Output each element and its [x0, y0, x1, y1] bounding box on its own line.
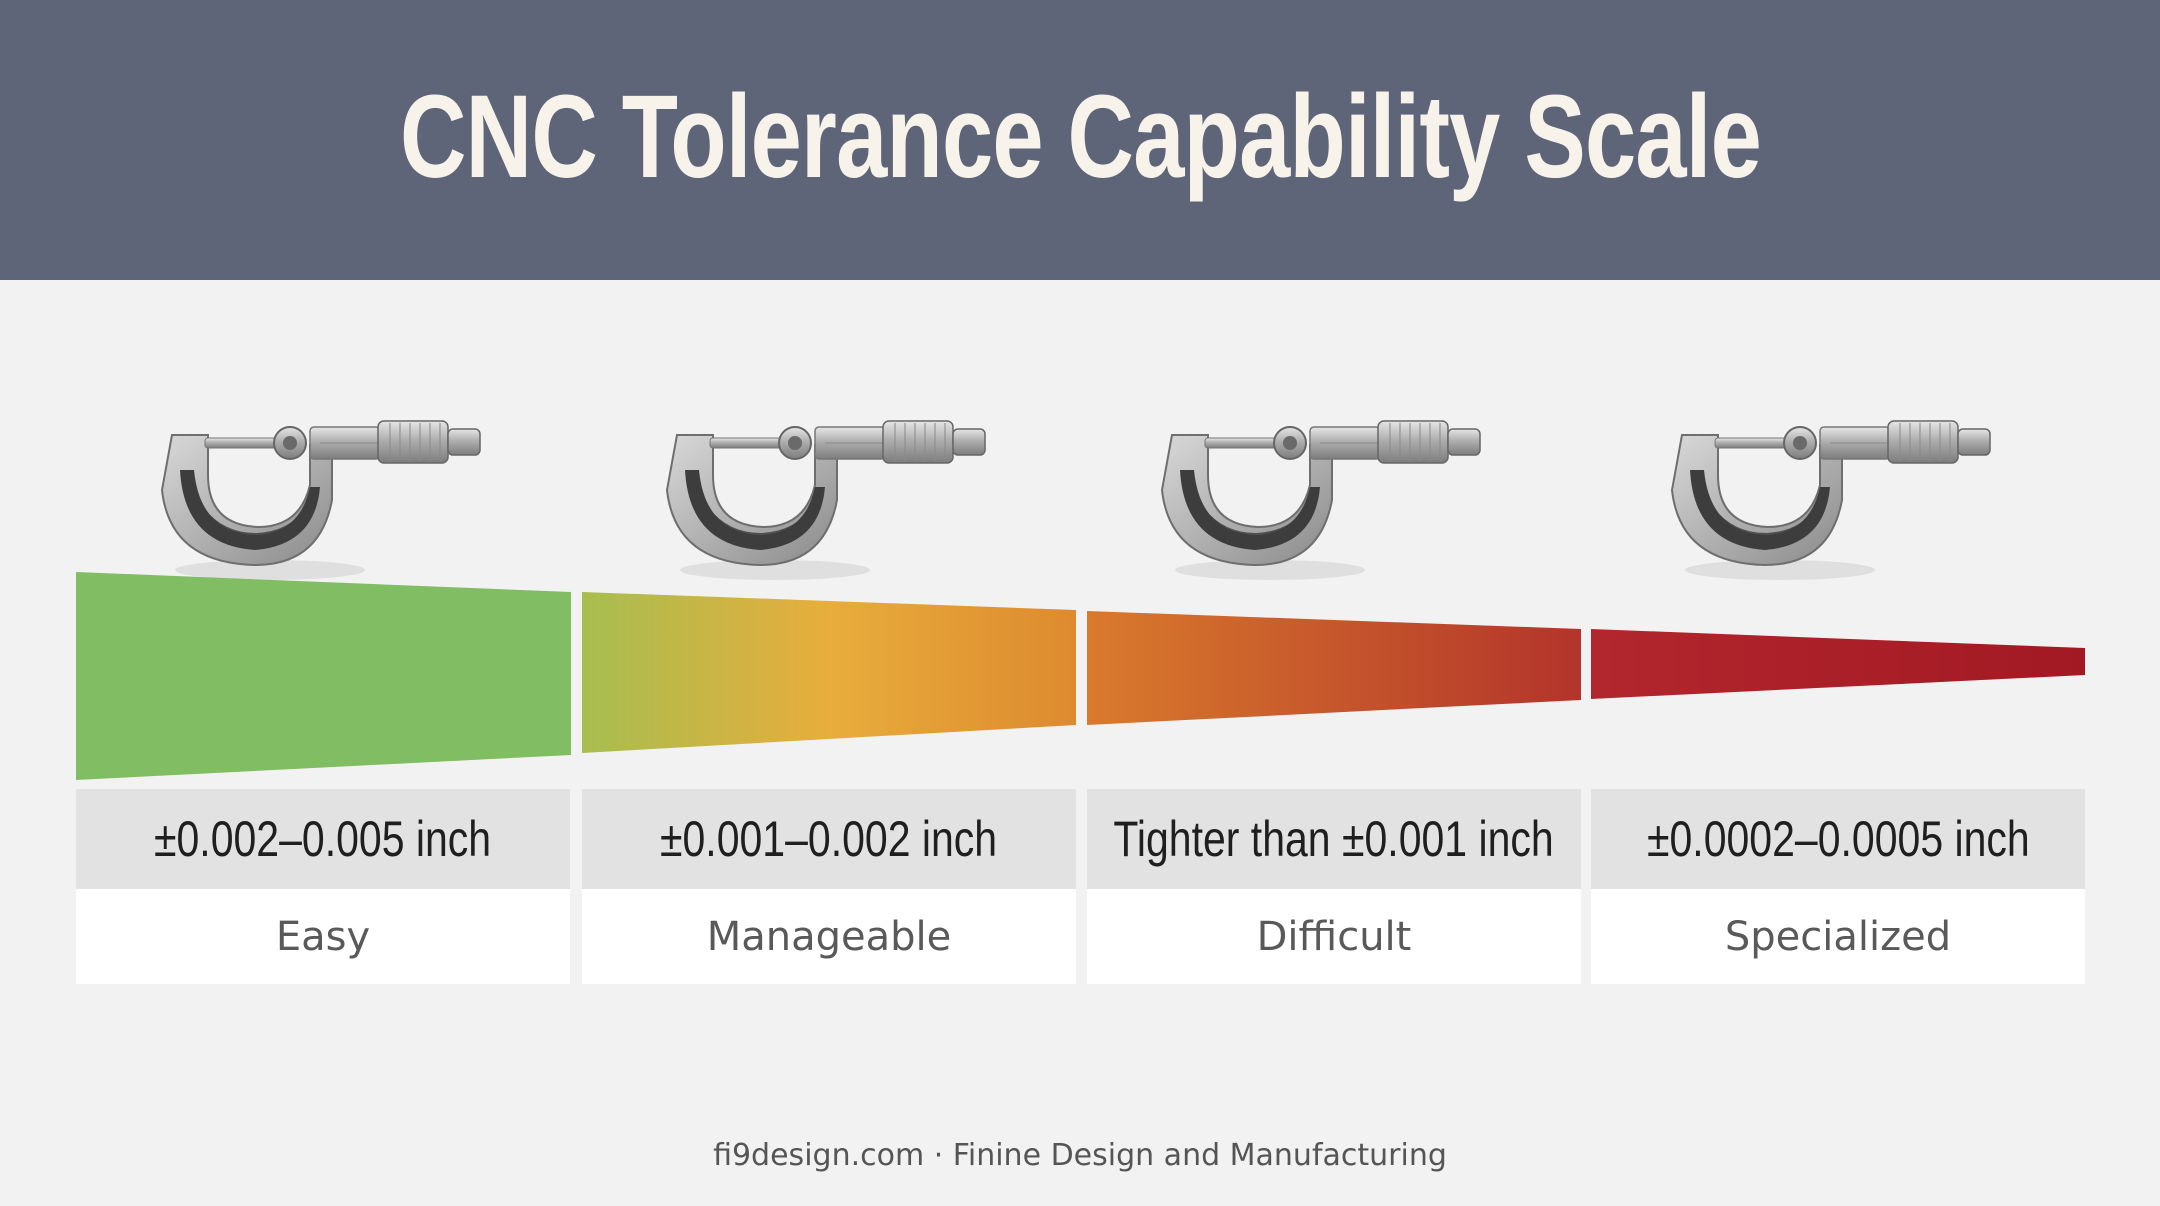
- scale-segment-easy: [76, 572, 571, 780]
- footer-credit: fi9design.com · Finine Design and Manufa…: [713, 1138, 1447, 1173]
- micrometer-icon: [1671, 420, 1991, 581]
- page-title: CNC Tolerance Capability Scale: [399, 71, 1761, 203]
- range-label: Tighter than ±0.001 inch: [1113, 811, 1555, 867]
- range-cell: Tighter than ±0.001 inch: [1087, 789, 1581, 889]
- difficulty-label: Difficult: [1256, 913, 1412, 960]
- difficulty-label: Manageable: [706, 913, 952, 960]
- difficulty-cell: Specialized: [1591, 889, 2085, 984]
- header-banner: CNC Tolerance Capability Scale: [0, 0, 2160, 280]
- scale-segment-difficult: [1087, 611, 1581, 725]
- scale-segment-manageable: [582, 592, 1076, 753]
- range-label: ±0.001–0.002 inch: [660, 811, 998, 867]
- difficulty-cell: Easy: [76, 889, 570, 984]
- scale-segment-specialized: [1591, 629, 2085, 699]
- tolerance-scale-bar: [76, 572, 2085, 780]
- difficulty-cell: Manageable: [582, 889, 1076, 984]
- micrometer-icon: [1161, 420, 1481, 581]
- micrometer-icon: [161, 420, 481, 581]
- difficulty-label: Easy: [275, 913, 371, 960]
- range-label: ±0.0002–0.0005 inch: [1646, 811, 2030, 867]
- micrometer-icon: [666, 420, 986, 581]
- difficulty-cell: Difficult: [1087, 889, 1581, 984]
- difficulty-label: Specialized: [1724, 913, 1952, 960]
- range-cell: ±0.001–0.002 inch: [582, 789, 1076, 889]
- range-cell: ±0.002–0.005 inch: [76, 789, 570, 889]
- range-cell: ±0.0002–0.0005 inch: [1591, 789, 2085, 889]
- range-label: ±0.002–0.005 inch: [154, 811, 492, 867]
